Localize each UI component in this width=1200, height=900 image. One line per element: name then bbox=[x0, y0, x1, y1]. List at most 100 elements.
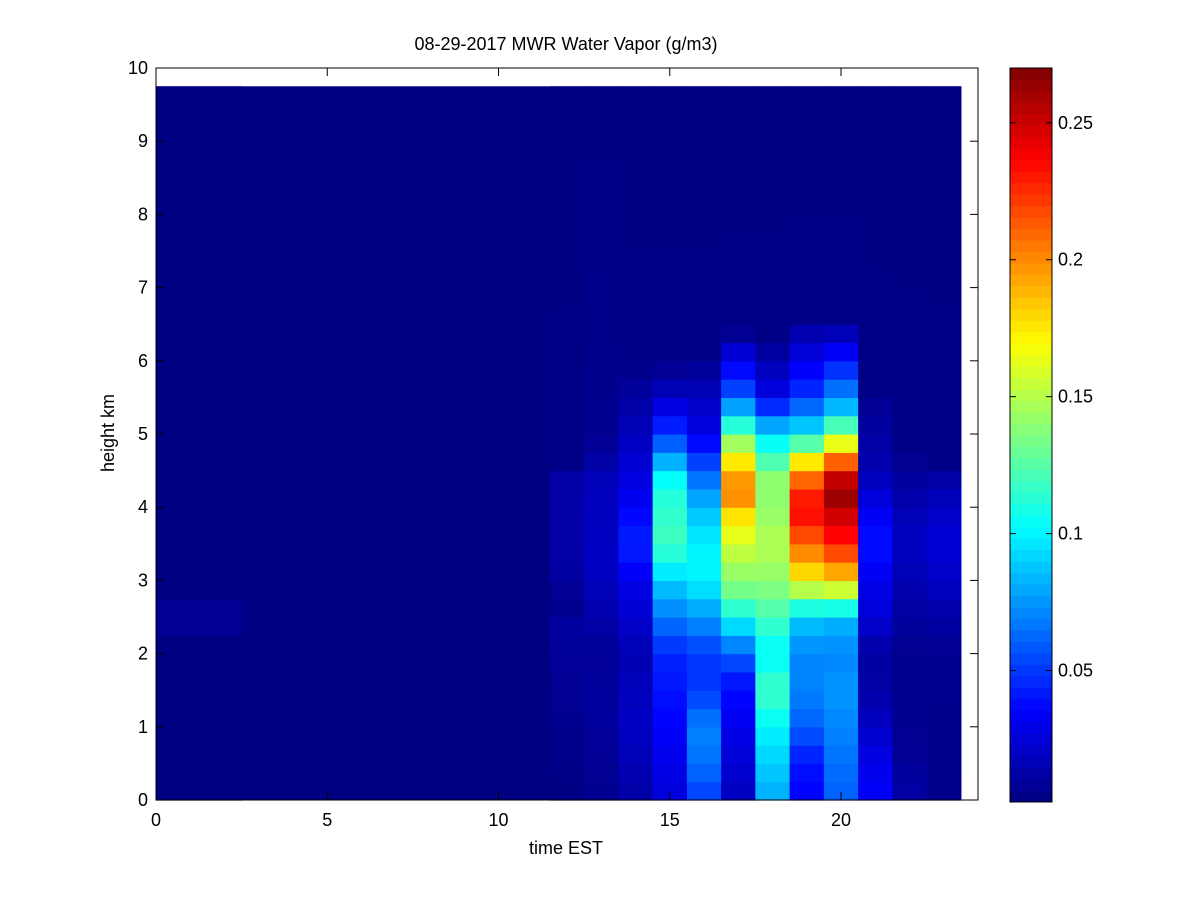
heatmap-cell bbox=[858, 452, 893, 472]
heatmap-cell bbox=[858, 86, 893, 106]
heatmap-cell bbox=[823, 598, 859, 618]
heatmap-cell bbox=[549, 470, 585, 490]
x-tick-label: 0 bbox=[151, 810, 161, 830]
heatmap-cells bbox=[156, 86, 962, 801]
y-tick-label: 8 bbox=[138, 204, 148, 224]
heatmap-cell bbox=[823, 781, 859, 801]
colorbar-band bbox=[1010, 366, 1052, 379]
heatmap-cell bbox=[789, 617, 825, 636]
heatmap-cell bbox=[823, 415, 859, 435]
heatmap-cell bbox=[584, 360, 619, 380]
heatmap-cell bbox=[652, 104, 688, 124]
heatmap-cell bbox=[618, 434, 654, 453]
heatmap-cell bbox=[686, 580, 722, 600]
colorbar-band bbox=[1010, 629, 1052, 642]
colorbar-tick-label: 0.25 bbox=[1058, 113, 1093, 133]
heatmap-cell bbox=[584, 104, 619, 124]
y-axis-title: height km bbox=[98, 394, 118, 472]
colorbar-band bbox=[1010, 435, 1052, 447]
heatmap-cell bbox=[823, 159, 859, 179]
y-tick-label: 6 bbox=[138, 351, 148, 371]
heatmap-cell bbox=[858, 525, 893, 545]
heatmap-cell bbox=[858, 708, 893, 728]
heatmap-cell bbox=[823, 452, 859, 472]
heatmap-cell bbox=[823, 562, 859, 581]
heatmap-cell bbox=[686, 305, 722, 325]
heatmap-cell bbox=[755, 580, 791, 600]
heatmap-cell bbox=[721, 507, 756, 527]
heatmap-cell bbox=[156, 635, 243, 655]
heatmap-cell bbox=[789, 543, 825, 563]
colorbar-band bbox=[1010, 217, 1052, 230]
heatmap-cell bbox=[858, 598, 893, 618]
heatmap-cell bbox=[823, 708, 859, 728]
heatmap-cell bbox=[892, 434, 928, 453]
heatmap-cell bbox=[892, 379, 928, 398]
heatmap-cell bbox=[789, 342, 825, 362]
heatmap-cell bbox=[823, 360, 859, 380]
heatmap-cell bbox=[652, 141, 688, 161]
heatmap-cell bbox=[156, 434, 243, 453]
heatmap-cell bbox=[892, 104, 928, 124]
heatmap-cell bbox=[686, 324, 722, 344]
colorbar-band bbox=[1010, 790, 1052, 803]
heatmap-cell bbox=[584, 617, 619, 636]
heatmap-cell bbox=[926, 507, 962, 527]
heatmap-cell bbox=[823, 141, 859, 161]
heatmap-cell bbox=[549, 415, 585, 435]
heatmap-cell bbox=[789, 232, 825, 252]
heatmap-cell bbox=[584, 379, 619, 398]
heatmap-cell bbox=[789, 86, 825, 106]
heatmap-cell bbox=[926, 488, 962, 508]
heatmap-cell bbox=[926, 708, 962, 728]
heatmap-cell bbox=[823, 122, 859, 142]
heatmap-cell bbox=[686, 488, 722, 508]
heatmap-cell bbox=[755, 86, 791, 106]
heatmap-cell bbox=[686, 598, 722, 618]
heatmap-cell bbox=[584, 287, 619, 307]
heatmap-cell bbox=[721, 543, 756, 563]
heatmap-cell bbox=[618, 287, 654, 307]
heatmap-cell bbox=[721, 141, 756, 161]
heatmap-cell bbox=[823, 653, 859, 673]
heatmap-cell bbox=[858, 781, 893, 801]
heatmap-cell bbox=[755, 397, 791, 417]
heatmap-cell bbox=[721, 434, 756, 453]
colorbar-band bbox=[1010, 526, 1052, 539]
heatmap-cell bbox=[789, 269, 825, 289]
heatmap-cell bbox=[755, 196, 791, 215]
heatmap-cell bbox=[156, 232, 243, 252]
heatmap-cell bbox=[892, 580, 928, 600]
heatmap-cell bbox=[618, 653, 654, 673]
heatmap-cell bbox=[652, 580, 688, 600]
heatmap-cell bbox=[823, 470, 859, 490]
heatmap-cell bbox=[823, 379, 859, 398]
heatmap-cell bbox=[755, 122, 791, 142]
heatmap-cell bbox=[618, 617, 654, 636]
heatmap-cell bbox=[721, 653, 756, 673]
colorbar-band bbox=[1010, 469, 1052, 482]
heatmap-cell bbox=[156, 196, 243, 215]
heatmap-cell bbox=[618, 781, 654, 801]
heatmap-cell bbox=[823, 543, 859, 563]
heatmap-cell bbox=[156, 745, 243, 764]
heatmap-cell bbox=[892, 86, 928, 106]
heatmap-cell bbox=[789, 305, 825, 325]
heatmap-cell bbox=[549, 781, 585, 801]
heatmap-cell bbox=[823, 507, 859, 527]
heatmap-cell bbox=[926, 635, 962, 655]
heatmap-cell bbox=[926, 141, 962, 161]
heatmap-cell bbox=[892, 525, 928, 545]
heatmap-cell bbox=[926, 287, 962, 307]
heatmap-cell bbox=[549, 452, 585, 472]
heatmap-cell bbox=[549, 287, 585, 307]
heatmap-cell bbox=[721, 397, 756, 417]
heatmap-cell bbox=[755, 232, 791, 252]
heatmap-cell bbox=[892, 763, 928, 783]
heatmap-cell bbox=[789, 488, 825, 508]
heatmap-cell bbox=[686, 470, 722, 490]
colorbar-band bbox=[1010, 446, 1052, 459]
heatmap-cell bbox=[721, 379, 756, 398]
heatmap-cell bbox=[549, 488, 585, 508]
heatmap-cell bbox=[686, 415, 722, 435]
